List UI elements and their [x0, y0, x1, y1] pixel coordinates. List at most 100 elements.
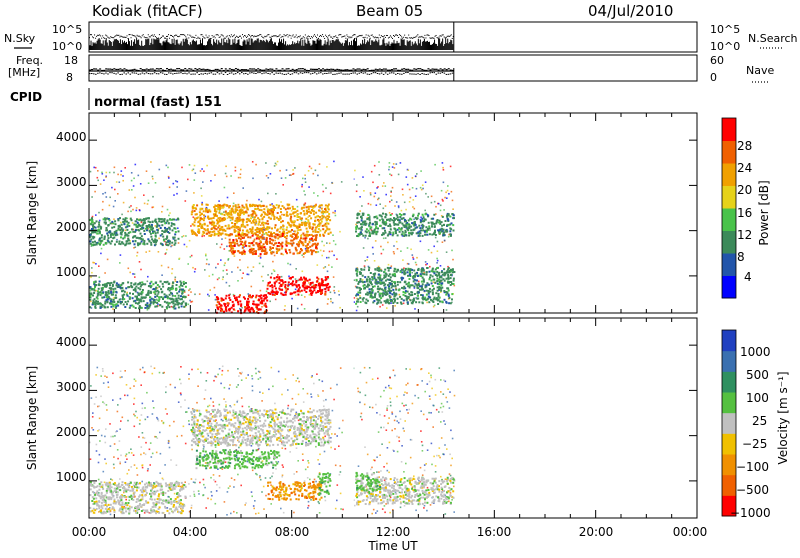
nave-point: [168, 72, 170, 73]
scatter-point: [363, 247, 365, 249]
heatmap-cell: [223, 229, 225, 231]
scatter-point: [147, 276, 149, 278]
heatmap-cell: [404, 273, 406, 275]
nave-point: [215, 74, 217, 75]
heatmap-cell: [273, 218, 275, 220]
noise-search-point: [399, 34, 400, 35]
heatmap-cell: [411, 294, 413, 296]
heatmap-cell: [166, 306, 168, 308]
heatmap-cell: [229, 228, 231, 230]
nave-point: [229, 73, 231, 74]
scatter-point: [241, 277, 243, 279]
noise-search-point: [162, 36, 163, 37]
nave-point: [265, 72, 267, 73]
noise-search-point: [443, 34, 444, 35]
freq-point: [237, 69, 239, 70]
heatmap-cell: [174, 303, 176, 305]
heatmap-cell: [238, 215, 240, 217]
scatter-point: [259, 263, 261, 265]
heatmap-cell: [109, 219, 111, 221]
heatmap-cell: [155, 282, 157, 284]
heatmap-cell: [375, 293, 377, 295]
nave-point: [405, 72, 407, 73]
scatter-point: [94, 191, 96, 193]
nave-point: [359, 73, 361, 74]
heatmap-cell: [310, 287, 312, 289]
heatmap-cell: [150, 286, 152, 288]
heatmap-cell: [255, 229, 257, 231]
heatmap-cell: [105, 293, 107, 295]
heatmap-cell: [267, 285, 269, 287]
noise-search-point: [282, 36, 283, 37]
scatter-point: [270, 173, 272, 175]
heatmap-cell: [267, 234, 269, 236]
heatmap-cell: [448, 281, 450, 283]
nave-point: [277, 73, 279, 74]
heatmap-cell: [177, 218, 179, 220]
scatter-point: [233, 203, 235, 205]
heatmap-cell: [271, 284, 273, 286]
scatter-point: [123, 202, 125, 204]
heatmap-cell: [268, 226, 270, 228]
heatmap-cell: [241, 205, 243, 207]
heatmap-cell: [146, 294, 148, 296]
heatmap-cell: [312, 227, 314, 229]
heatmap-cell: [356, 273, 358, 275]
heatmap-cell: [94, 306, 96, 308]
noise-search-point: [241, 38, 242, 39]
heatmap-cell: [253, 301, 255, 303]
noise-search-point: [411, 37, 412, 38]
nave-point: [99, 72, 101, 73]
heatmap-cell: [408, 235, 410, 237]
heatmap-cell: [432, 275, 434, 277]
heatmap-cell: [143, 296, 145, 298]
freq-point: [253, 68, 255, 69]
nave-point: [150, 73, 152, 74]
freq-point: [395, 68, 397, 69]
heatmap-cell: [257, 231, 259, 233]
heatmap-cell: [267, 228, 269, 230]
heatmap-cell: [448, 267, 450, 269]
scatter-point: [328, 264, 330, 266]
scatter-point: [383, 182, 385, 184]
heatmap-cell: [294, 215, 296, 217]
heatmap-cell: [89, 299, 91, 301]
scatter-point: [383, 238, 385, 240]
noise-search-point: [446, 37, 447, 38]
heatmap-cell: [407, 275, 409, 277]
heatmap-cell: [124, 232, 126, 234]
scatter-point: [97, 170, 99, 172]
heatmap-cell: [224, 214, 226, 216]
freq-point: [436, 69, 438, 70]
heatmap-cell: [98, 229, 100, 231]
heatmap-cell: [404, 292, 406, 294]
scatter-point: [99, 277, 101, 279]
scatter-point: [394, 205, 396, 207]
heatmap-cell: [305, 291, 307, 293]
freq-point: [207, 69, 209, 70]
heatmap-cell: [386, 274, 388, 276]
noise-search-point: [182, 34, 183, 35]
heatmap-cell: [374, 285, 376, 287]
scatter-point: [304, 174, 306, 176]
heatmap-cell: [358, 281, 360, 283]
heatmap-cell: [111, 282, 113, 284]
scatter-point: [444, 240, 446, 242]
scatter-point: [93, 167, 95, 169]
scatter-point: [260, 255, 262, 257]
heatmap-cell: [392, 289, 394, 291]
heatmap-cell: [280, 284, 282, 286]
heatmap-cell: [249, 204, 251, 206]
nave-point: [117, 72, 119, 73]
noise-search-point: [266, 35, 267, 36]
scatter-point: [425, 181, 427, 183]
freq-point: [241, 69, 243, 70]
noise-search-point: [135, 36, 136, 37]
heatmap-cell: [303, 234, 305, 236]
noise-search-point: [379, 35, 380, 36]
scatter-point: [225, 166, 227, 168]
noise-search-point: [305, 34, 306, 35]
scatter-point: [412, 177, 414, 179]
scatter-point: [437, 260, 439, 262]
heatmap-cell: [139, 242, 141, 244]
